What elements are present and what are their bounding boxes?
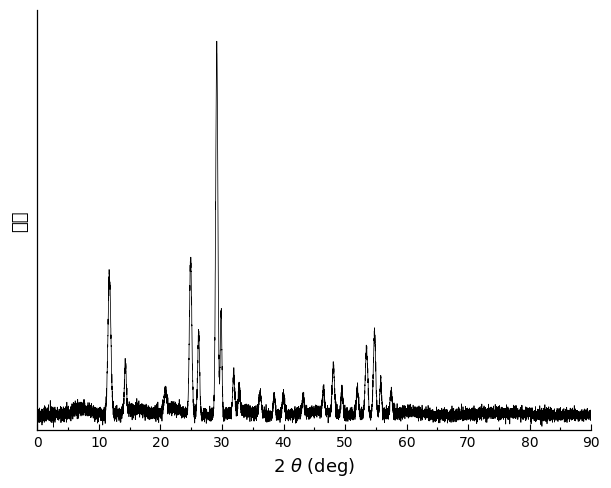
Y-axis label: 强度: 强度	[11, 210, 29, 232]
X-axis label: 2 $\theta$ (deg): 2 $\theta$ (deg)	[273, 455, 356, 477]
